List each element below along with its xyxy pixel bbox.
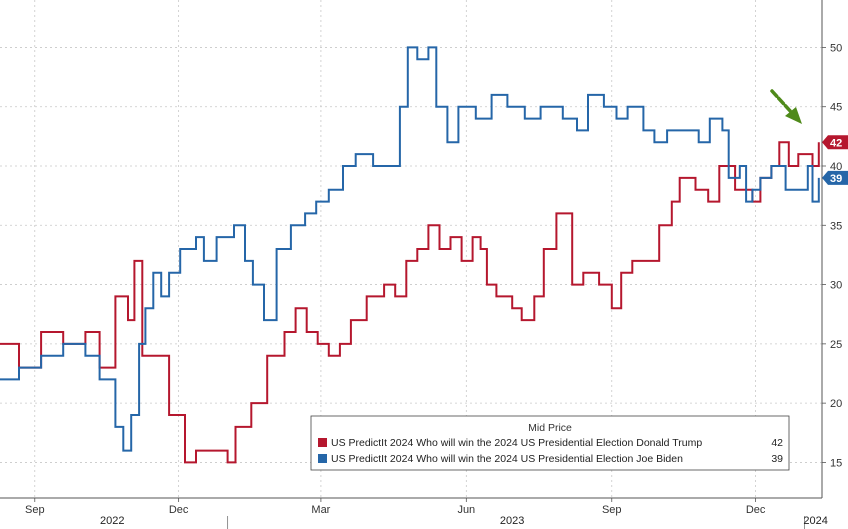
- year-label: 2022: [100, 515, 124, 527]
- legend: Mid Price US PredictIt 2024 Who will win…: [310, 415, 790, 471]
- biden-line: [0, 46, 820, 452]
- x-tick-label: Mar: [311, 504, 330, 516]
- x-tick-label: Sep: [25, 504, 45, 516]
- end-label-biden-flag: [822, 170, 848, 185]
- year-label: 2023: [500, 515, 524, 527]
- end-label-biden: 39: [830, 173, 842, 185]
- y-tick-label: 15: [830, 457, 842, 469]
- legend-value-biden: 39: [771, 453, 783, 465]
- legend-box: [310, 415, 790, 471]
- legend-swatch-trump: [318, 438, 327, 447]
- legend-value-trump: 42: [771, 437, 783, 449]
- y-tick-label: 40: [830, 161, 842, 173]
- y-tick-label: 35: [830, 220, 842, 232]
- legend-label-trump: US PredictIt 2024 Who will win the 2024 …: [331, 437, 702, 449]
- legend-label-biden: US PredictIt 2024 Who will win the 2024 …: [331, 453, 683, 465]
- legend-title: Mid Price: [528, 422, 572, 434]
- x-tick-label: Jun: [457, 504, 475, 516]
- year-label: 2024: [803, 515, 827, 527]
- y-tick-label: 30: [830, 280, 842, 292]
- x-tick-label: Dec: [169, 504, 189, 516]
- end-label-trump: 42: [830, 137, 842, 149]
- y-tick-label: 50: [830, 42, 842, 54]
- annotation: [770, 89, 802, 124]
- x-tick-label: Dec: [746, 504, 766, 516]
- y-tick-label: 20: [830, 398, 842, 410]
- x-tick-label: Sep: [602, 504, 622, 516]
- series-lines: [0, 46, 820, 464]
- end-label-trump-flag: [822, 135, 848, 150]
- y-tick-label: 25: [830, 339, 842, 351]
- arrow-head: [785, 107, 802, 124]
- end-labels: 42 39: [822, 135, 848, 185]
- gridlines: [0, 0, 822, 498]
- legend-swatch-biden: [318, 454, 327, 463]
- arrow-shaft: [770, 89, 794, 115]
- y-tick-label: 45: [830, 102, 842, 114]
- trump-line: [0, 141, 820, 464]
